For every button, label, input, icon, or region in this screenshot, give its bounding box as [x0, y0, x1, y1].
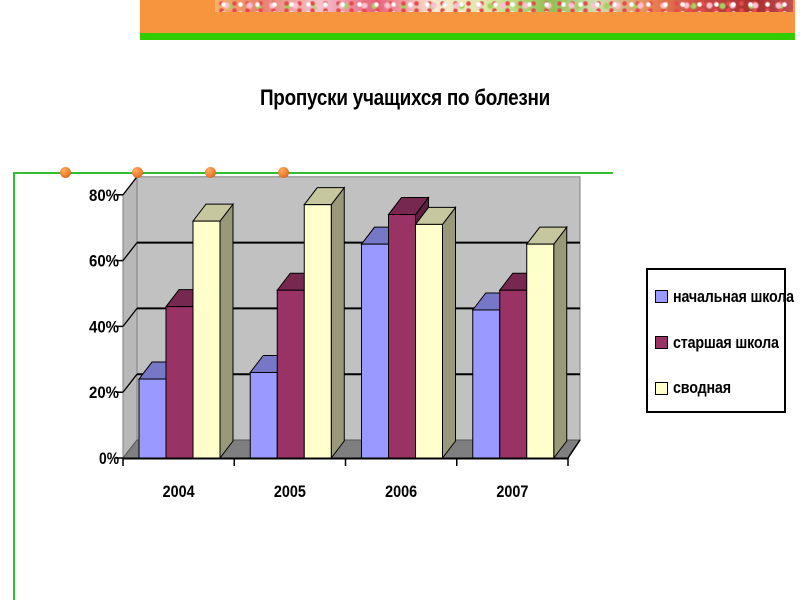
bar-front	[526, 243, 555, 459]
bar-front	[415, 223, 443, 459]
legend-label: сводная	[673, 378, 731, 398]
bar-front	[472, 309, 501, 459]
bar-side	[219, 202, 234, 460]
banner-photo-strip	[215, 0, 793, 12]
bullet-dot	[132, 167, 143, 178]
bar-2004-series2	[191, 202, 235, 460]
bar-front	[388, 214, 416, 459]
y-axis-label: 60%	[89, 252, 119, 271]
x-axis-label: 2006	[385, 482, 417, 501]
bar-side	[442, 205, 456, 460]
bar-front	[303, 204, 332, 459]
bar-front	[276, 289, 305, 459]
x-axis-label: 2007	[496, 482, 528, 501]
bar-2006-series2	[414, 205, 457, 460]
legend-label: старшая школа	[673, 332, 779, 352]
frame-line-vertical	[13, 172, 15, 600]
y-axis-label: 0%	[99, 449, 119, 468]
bullet-dot	[205, 167, 216, 178]
bar-2007-series2	[525, 225, 568, 460]
frame-line-horizontal	[13, 172, 613, 174]
bullet-dot	[60, 167, 71, 178]
chart-gridline-side	[122, 373, 138, 393]
chart-gridline-side	[122, 176, 138, 196]
legend-item: старшая школа	[655, 320, 784, 366]
legend-swatch	[655, 290, 668, 304]
bar-side	[330, 186, 345, 460]
legend-item: начальная школа	[655, 274, 794, 320]
chart-title: Пропуски учащихся по болезни	[259, 85, 551, 110]
chart-legend: начальная школа старшая школа сводная	[646, 268, 794, 413]
legend-item: сводная	[655, 365, 784, 411]
y-axis-label: 40%	[89, 317, 119, 336]
bar-front	[249, 371, 278, 459]
bar-front	[138, 378, 167, 459]
bar-front	[192, 220, 221, 459]
legend-label: начальная школа	[673, 286, 794, 306]
bar-front	[165, 306, 194, 459]
bar-side	[553, 225, 568, 460]
bar-2005-series2	[303, 186, 346, 460]
chart-gridline-side	[122, 308, 138, 327]
x-axis-depth-edge	[567, 439, 581, 459]
x-axis-label: 2004	[163, 482, 195, 501]
y-axis-label: 80%	[89, 186, 119, 205]
x-axis-label: 2005	[274, 482, 306, 501]
legend-swatch	[655, 336, 668, 349]
legend-swatch	[655, 381, 668, 395]
y-axis-label: 20%	[89, 383, 119, 402]
chart-gridline-side	[122, 242, 138, 261]
bar-front	[499, 289, 528, 459]
bar-front	[361, 243, 389, 459]
banner-green-stripe	[140, 33, 795, 40]
bullet-dot	[278, 167, 289, 178]
